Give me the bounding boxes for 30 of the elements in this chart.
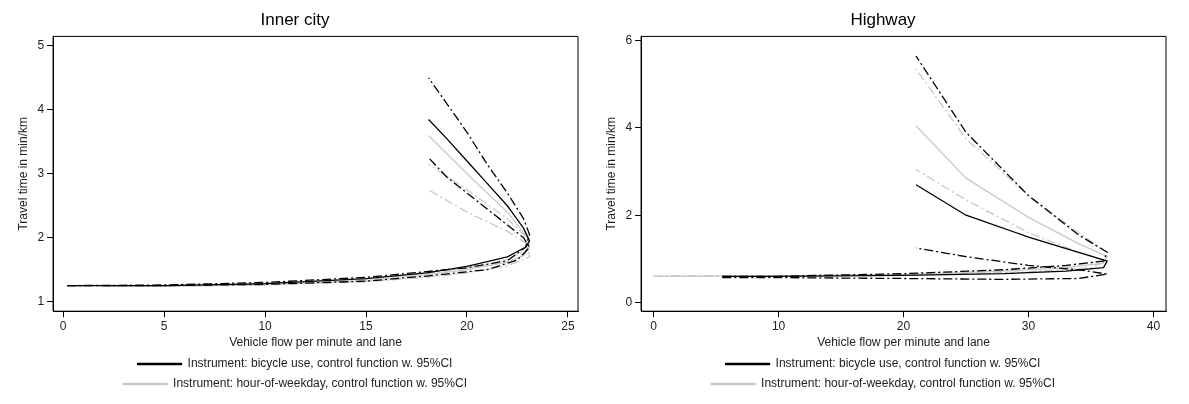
y-tick-label: 3	[37, 166, 45, 181]
x-axis-title: Vehicle flow per minute and lane	[817, 335, 991, 350]
chart-title: Highway	[850, 9, 917, 29]
x-tick-label: 0	[650, 318, 658, 333]
y-tick-label: 1	[37, 293, 45, 308]
x-tick-label: 5	[160, 318, 168, 333]
y-tick-label: 4	[37, 102, 45, 117]
x-tick-label: 30	[1021, 318, 1036, 333]
legend-label: Instrument: bicycle use, control function w. 95%CI	[187, 356, 453, 371]
y-tick-label: 6	[625, 33, 633, 48]
x-tick-label: 10	[258, 318, 273, 333]
x-tick-label: 40	[1146, 318, 1161, 333]
y-tick-label: 0	[625, 294, 633, 309]
x-axis-title: Vehicle flow per minute and lane	[229, 335, 403, 350]
y-tick-label: 4	[625, 120, 633, 135]
x-tick-label: 0	[59, 318, 67, 333]
y-tick-label: 5	[37, 38, 45, 53]
x-tick-label: 25	[561, 318, 575, 333]
y-tick-label: 2	[625, 207, 633, 222]
x-tick-label: 15	[359, 318, 373, 333]
x-tick-label: 20	[460, 318, 474, 333]
y-axis-title: Travel time in min/km	[603, 117, 618, 231]
legend-label: Instrument: bicycle use, control function w. 95%CI	[775, 356, 1041, 371]
y-tick-label: 2	[37, 230, 45, 245]
chart-title: Inner city	[260, 9, 330, 29]
x-tick-label: 20	[896, 318, 911, 333]
y-axis-title: Travel time in min/km	[15, 117, 30, 231]
legend-label: Instrument: hour-of-weekday, control function w. 95%CI	[173, 376, 467, 391]
legend-label: Instrument: hour-of-weekday, control function w. 95%CI	[761, 376, 1055, 391]
x-tick-label: 10	[771, 318, 786, 333]
